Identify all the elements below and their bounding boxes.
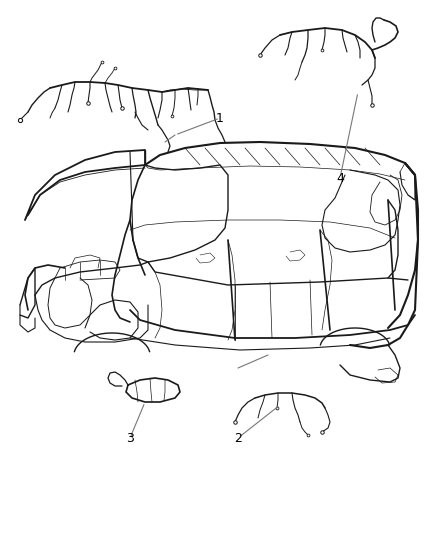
Text: 2: 2: [234, 432, 242, 445]
Text: 1: 1: [216, 111, 224, 125]
Text: 3: 3: [126, 432, 134, 445]
Text: 4: 4: [336, 172, 344, 184]
